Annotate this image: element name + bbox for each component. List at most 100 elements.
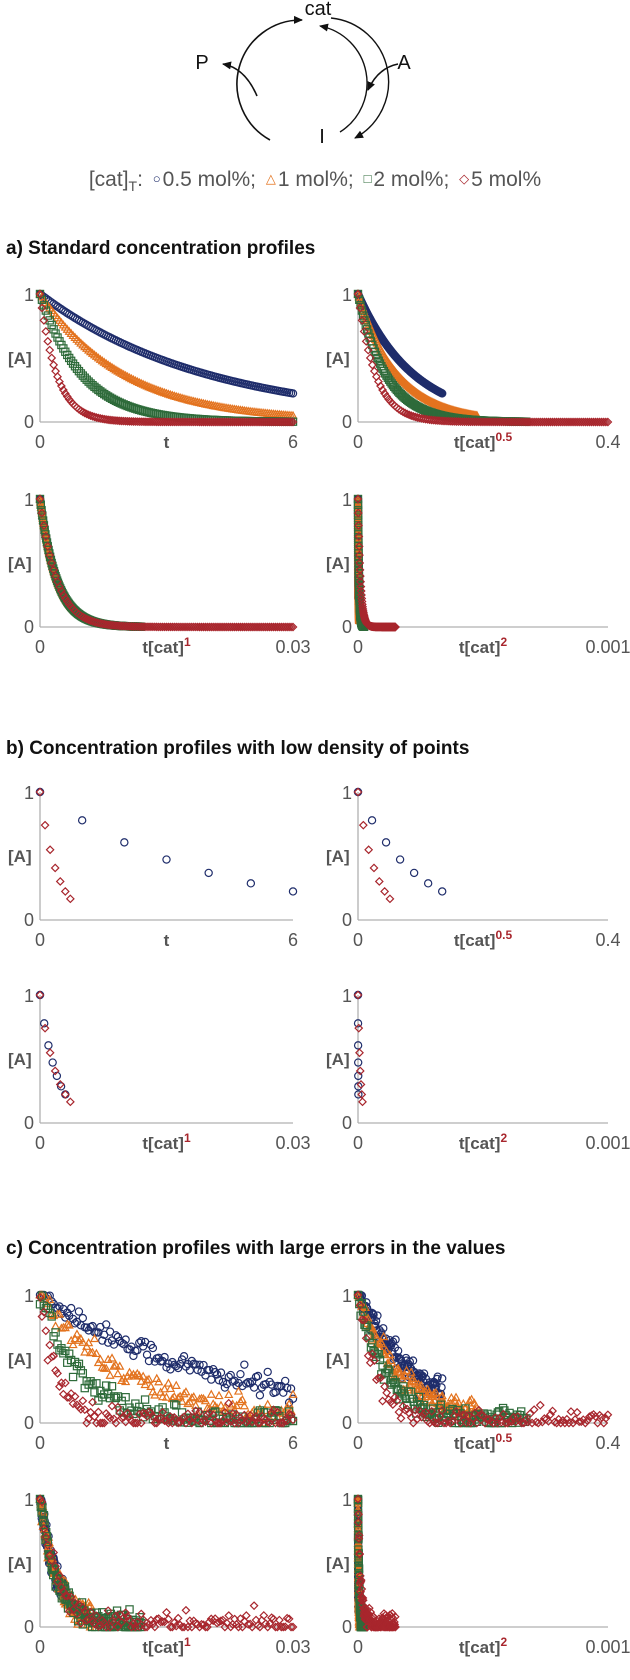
data-point bbox=[525, 1409, 535, 1419]
data-point bbox=[175, 622, 185, 632]
data-point bbox=[437, 887, 447, 896]
data-point bbox=[93, 1622, 103, 1631]
x-axis-label: t[cat]1 bbox=[142, 1635, 191, 1657]
data-point bbox=[288, 1415, 298, 1425]
data-point bbox=[380, 388, 390, 398]
data-point bbox=[391, 1622, 400, 1632]
legend-item-label: 1 mol%; bbox=[277, 168, 354, 191]
data-point bbox=[243, 1619, 253, 1629]
data-point bbox=[162, 855, 171, 864]
data-point bbox=[206, 1389, 216, 1398]
y-axis-label: [A] bbox=[8, 349, 32, 368]
data-point bbox=[212, 417, 222, 427]
data-point bbox=[38, 1503, 47, 1512]
y-tick-label: 0 bbox=[24, 617, 34, 637]
data-point bbox=[177, 417, 187, 427]
data-point bbox=[173, 1363, 183, 1373]
data-point bbox=[361, 1322, 370, 1332]
data-point bbox=[142, 622, 152, 632]
data-point bbox=[214, 1617, 224, 1627]
data-point bbox=[498, 1409, 508, 1419]
data-point bbox=[431, 1387, 441, 1397]
data-point bbox=[158, 1407, 168, 1417]
data-point bbox=[274, 622, 284, 632]
data-point bbox=[191, 417, 201, 427]
data-point bbox=[247, 417, 257, 427]
data-point bbox=[353, 787, 363, 797]
data-point bbox=[239, 1616, 249, 1626]
data-point bbox=[95, 1418, 105, 1428]
data-point bbox=[84, 1414, 94, 1424]
data-point bbox=[271, 622, 280, 632]
data-point bbox=[107, 1401, 117, 1411]
data-point bbox=[124, 372, 135, 382]
data-point bbox=[374, 356, 383, 366]
data-point bbox=[134, 377, 144, 387]
x-tick-label: 0 bbox=[35, 637, 45, 657]
data-point bbox=[41, 532, 51, 541]
data-point bbox=[136, 1376, 146, 1385]
data-point bbox=[437, 1383, 446, 1392]
x-tick-label: 6 bbox=[288, 1433, 298, 1453]
data-point bbox=[150, 622, 160, 632]
data-point bbox=[202, 1410, 212, 1420]
data-point bbox=[35, 289, 45, 299]
data-point bbox=[140, 380, 150, 389]
data-point bbox=[451, 1392, 461, 1401]
data-point bbox=[101, 358, 111, 368]
data-point bbox=[93, 353, 104, 362]
x-axis-label: t[cat]1 bbox=[142, 1131, 191, 1153]
data-point bbox=[247, 622, 257, 632]
data-point bbox=[222, 417, 232, 427]
data-points bbox=[35, 494, 298, 632]
data-point bbox=[358, 1595, 368, 1605]
data-point bbox=[91, 351, 102, 360]
data-point bbox=[173, 1613, 183, 1623]
data-point bbox=[169, 1391, 179, 1401]
data-point bbox=[204, 868, 213, 878]
data-point bbox=[358, 820, 368, 830]
data-point bbox=[381, 838, 391, 847]
data-point bbox=[136, 1337, 146, 1346]
data-point bbox=[66, 1592, 76, 1602]
data-point bbox=[80, 1405, 90, 1415]
y-tick-label: 1 bbox=[24, 986, 34, 1006]
data-point bbox=[48, 561, 57, 571]
data-point bbox=[433, 1372, 442, 1381]
data-point bbox=[226, 622, 236, 632]
arrow-from-a bbox=[367, 63, 399, 91]
data-point bbox=[45, 845, 55, 855]
data-point bbox=[255, 417, 265, 427]
x-tick-label: 0 bbox=[353, 1637, 363, 1657]
data-point bbox=[353, 289, 363, 299]
data-point bbox=[183, 622, 193, 632]
x-tick-label: 0 bbox=[35, 432, 45, 452]
data-point bbox=[224, 1398, 234, 1408]
data-point bbox=[414, 1392, 424, 1402]
data-point bbox=[365, 353, 375, 363]
data-point bbox=[181, 417, 191, 427]
data-point bbox=[173, 1418, 183, 1428]
data-point bbox=[280, 1622, 290, 1632]
data-point bbox=[529, 1405, 539, 1415]
data-point bbox=[54, 1309, 65, 1318]
data-point bbox=[429, 1388, 439, 1397]
data-point bbox=[53, 1368, 62, 1378]
data-point bbox=[249, 1413, 259, 1423]
scheme-label-a: A bbox=[397, 52, 411, 74]
data-point bbox=[236, 1416, 245, 1426]
data-point bbox=[400, 1405, 410, 1415]
data-point bbox=[142, 1375, 152, 1384]
x-tick-label: 0 bbox=[353, 930, 363, 950]
data-point bbox=[369, 1356, 379, 1366]
y-tick-label: 0 bbox=[24, 412, 34, 432]
x-tick-label: 0 bbox=[35, 930, 45, 950]
data-point bbox=[109, 1340, 119, 1349]
data-point bbox=[364, 1603, 374, 1613]
data-point bbox=[169, 417, 179, 427]
data-point bbox=[40, 1023, 50, 1033]
data-point bbox=[89, 350, 100, 359]
y-tick-label: 1 bbox=[342, 1490, 352, 1510]
data-point bbox=[241, 417, 251, 427]
data-point bbox=[284, 417, 294, 427]
